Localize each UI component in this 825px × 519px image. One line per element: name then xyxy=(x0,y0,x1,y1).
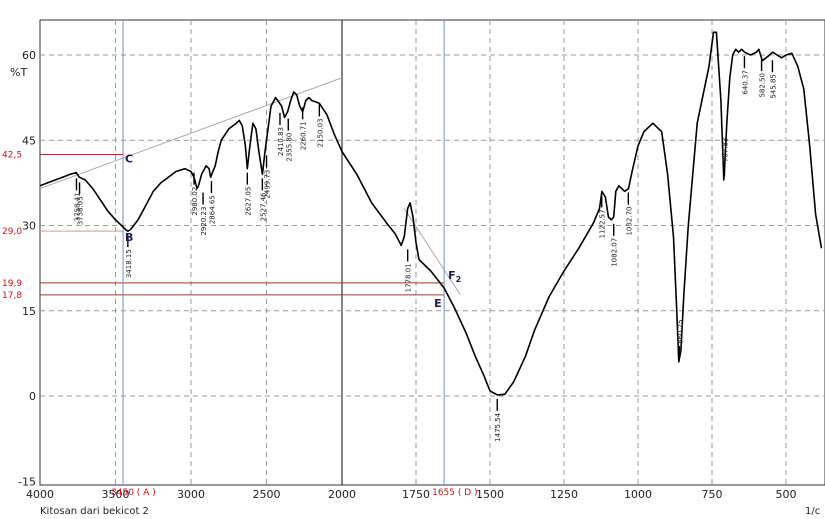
y-tick-label: 0 xyxy=(29,390,36,403)
peak-label: 1122.57 xyxy=(599,209,607,238)
y-tick-label: 15 xyxy=(22,305,36,318)
x-tick-label: 1000 xyxy=(624,488,652,501)
x-tick-label: 500 xyxy=(776,488,797,501)
sample-label: Kitosan dari bekicot 2 xyxy=(40,506,149,517)
y-axis-label: %T xyxy=(10,66,27,79)
peak-label: 2627.05 xyxy=(244,187,252,216)
peak-label: 1475.54 xyxy=(494,412,502,441)
x-tick-label: 1500 xyxy=(476,488,504,501)
x-tick-label: 3500 xyxy=(102,488,130,501)
peak-label: 1082.07 xyxy=(611,238,619,267)
x-axis-label: 1/c xyxy=(805,506,820,517)
level-label: 17,8 xyxy=(2,291,22,301)
peak-label: 545.85 xyxy=(769,74,777,99)
peak-label: 2980.02 xyxy=(191,187,199,216)
peak-label: 3758.41 xyxy=(73,192,81,221)
x-tick-label: 3000 xyxy=(177,488,205,501)
x-tick-label: 750 xyxy=(702,488,723,501)
level-label: 19,9 xyxy=(2,279,22,289)
peak-label: 2527.46 xyxy=(259,192,267,221)
x-tick-label: 4000 xyxy=(26,488,54,501)
peak-label: 2150.03 xyxy=(316,118,324,147)
level-label: 42,5 xyxy=(2,150,22,160)
peak-label: 2260.71 xyxy=(300,121,308,150)
y-tick-label: 60 xyxy=(22,49,36,62)
wavenumber-label: 1655 ( D ) xyxy=(432,488,477,498)
peak-label: 640.37 xyxy=(741,70,749,95)
y-tick-label: -15 xyxy=(18,475,36,488)
peak-label: 3738.05 xyxy=(77,196,85,225)
peak-label: 707.83 xyxy=(721,138,729,163)
level-label: 29,0 xyxy=(2,227,22,237)
y-tick-label: 30 xyxy=(22,220,36,233)
point-label-b: B xyxy=(125,231,133,244)
peak-label: 2355.80 xyxy=(285,133,293,162)
spectrum-trace xyxy=(39,31,823,396)
peak-label: 860.25 xyxy=(676,319,684,344)
peak-label: 1778.01 xyxy=(405,263,413,292)
x-tick-label: 2000 xyxy=(328,488,356,501)
y-tick-label: 45 xyxy=(22,134,36,147)
x-tick-label: 2500 xyxy=(253,488,281,501)
x-tick-label: 1750 xyxy=(402,488,430,501)
peak-label: 2410.83 xyxy=(277,127,285,156)
peak-label: 1032.70 xyxy=(625,207,633,236)
wavenumber-label: 3450 ( A ) xyxy=(111,488,156,498)
peak-label: 2864.65 xyxy=(208,195,216,224)
peak-label: 582.50 xyxy=(759,73,767,98)
peak-label: 2499.73 xyxy=(264,170,272,199)
peak-label: 2920.23 xyxy=(200,207,208,236)
point-label-e: E xyxy=(434,297,442,310)
x-tick-label: 1250 xyxy=(550,488,578,501)
peak-label: 3418.15 xyxy=(125,249,133,278)
point-label-c: C xyxy=(125,152,133,165)
